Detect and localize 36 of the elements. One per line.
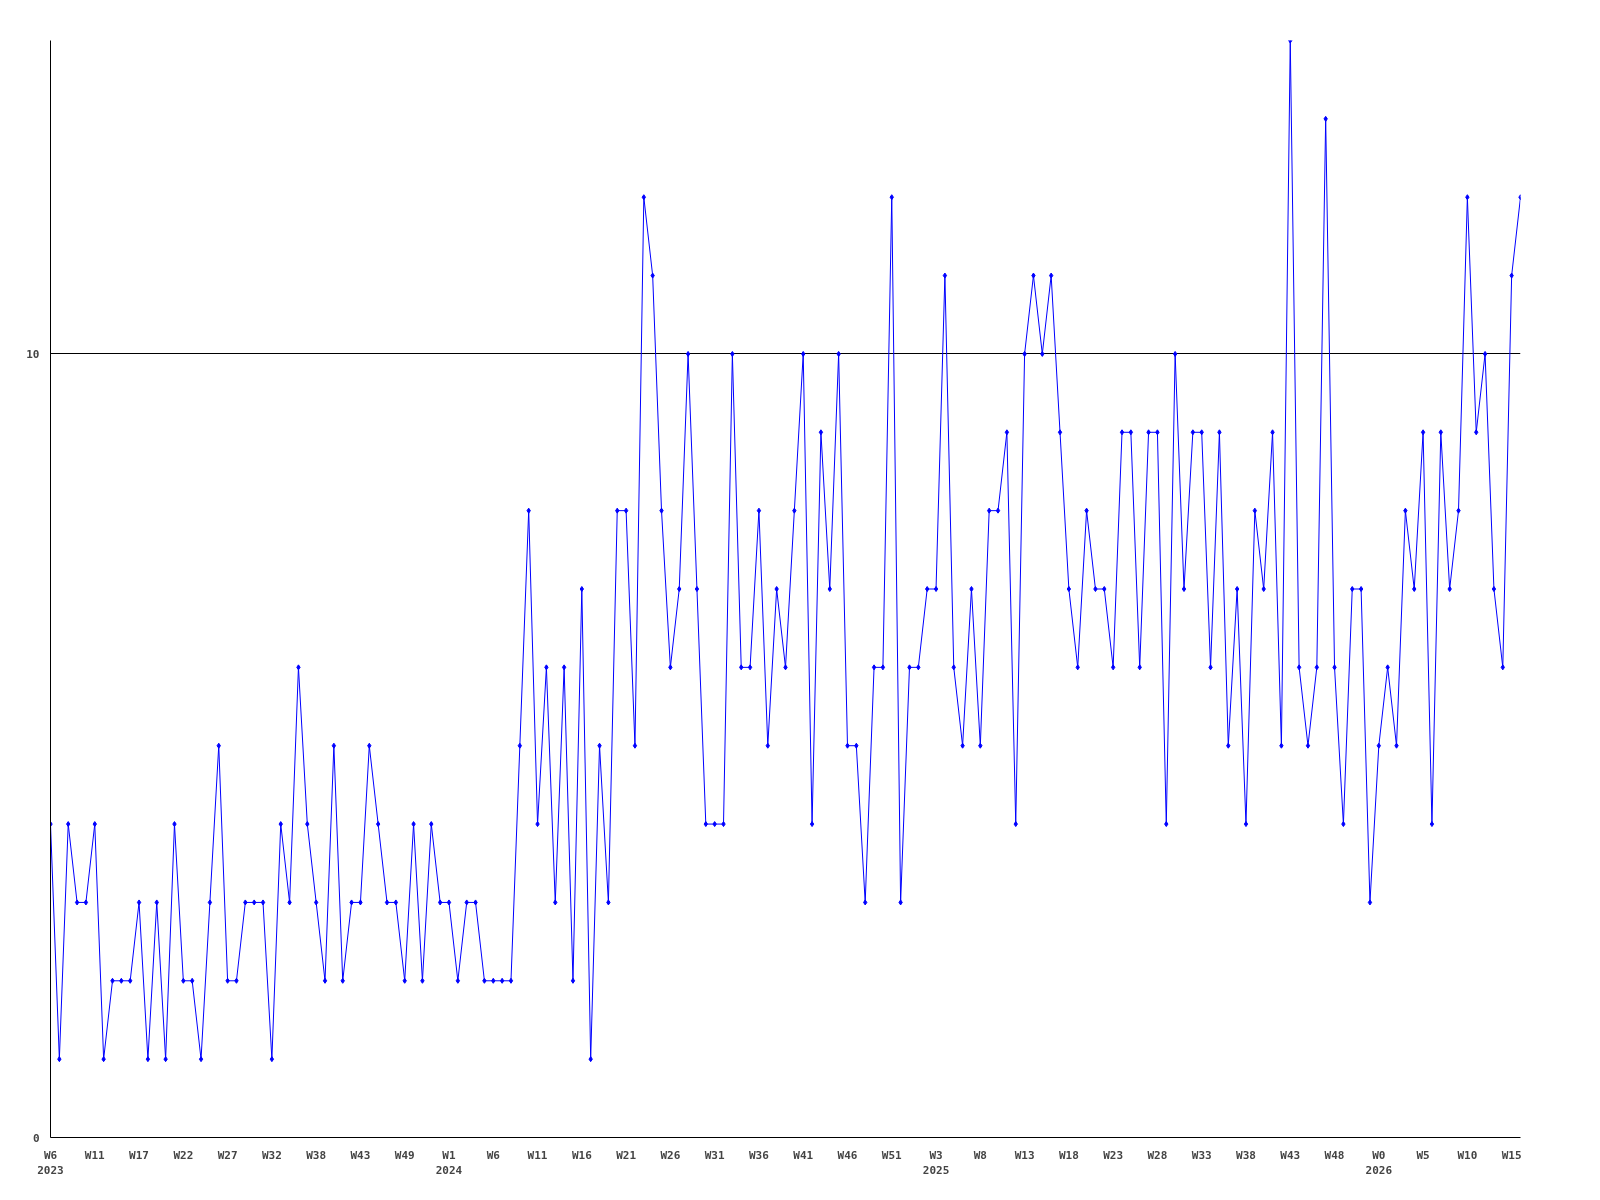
x-tick-label: W13 [1014,1148,1035,1162]
x-tick-label: W38 [306,1148,327,1162]
x-tick-label: W38 [1236,1148,1256,1162]
x-tick-label: W10 [1457,1148,1478,1162]
x-tick-label: W17 [129,1148,149,1162]
x-tick-label: W36 [749,1148,770,1162]
x-tick-label: W11 [527,1148,548,1162]
x-tick-label: W16 [571,1148,593,1162]
y-tick-label: 10 [26,347,40,361]
x-tick-label: W32 [261,1148,282,1162]
x-tick-label: W33 [1191,1148,1212,1162]
x-tick-label: W5 [1416,1148,1430,1162]
x-tick-label: W21 [616,1148,637,1162]
x-tick-label: W46 [837,1148,858,1162]
x-tick-label: W51 [881,1148,903,1162]
x-tick-label: W31 [704,1148,725,1162]
x-tick-label: W26 [660,1148,681,1162]
x-tick-label: W8 [973,1148,987,1162]
y-tick-label: 0 [32,1131,40,1145]
x-tick-label: W18 [1058,1148,1079,1162]
x-tick-label: W28 [1147,1148,1168,1162]
x-tick-label: W43 [350,1148,371,1162]
x-tick-label: W49 [394,1148,415,1162]
x-tick-label: W22 [173,1148,194,1162]
x-tick-label: W27 [217,1148,238,1162]
x-tick-label: W23 [1103,1148,1124,1162]
x-tick-label: W1 2024 [435,1148,463,1178]
x-tick-label: W15 [1501,1148,1522,1162]
x-tick-label: W41 [793,1148,814,1162]
x-tick-label: W48 [1324,1148,1345,1162]
x-tick-label: W43 [1280,1148,1301,1162]
x-tick-label: W6 2023 [37,1148,64,1178]
x-tick-label: W3 2025 [922,1148,950,1178]
x-tick-label: W6 [486,1148,501,1162]
x-tick-label: W11 [84,1148,106,1162]
x-tick-label: W0 2026 [1365,1148,1393,1178]
